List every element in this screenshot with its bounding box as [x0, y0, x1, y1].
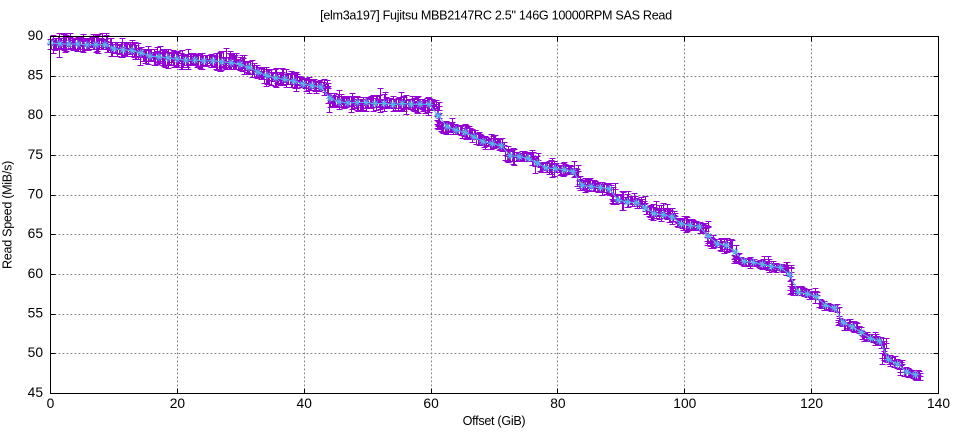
svg-text:60: 60	[423, 396, 439, 411]
svg-text:120: 120	[800, 396, 823, 411]
svg-text:0: 0	[47, 396, 55, 411]
svg-text:140: 140	[927, 396, 950, 411]
svg-text:80: 80	[28, 107, 44, 122]
svg-text:[elm3a197] Fujitsu MBB2147RC 2: [elm3a197] Fujitsu MBB2147RC 2.5" 146G 1…	[320, 9, 672, 23]
svg-text:60: 60	[28, 266, 44, 281]
svg-text:55: 55	[28, 306, 44, 321]
svg-text:65: 65	[28, 226, 44, 241]
svg-text:100: 100	[673, 396, 696, 411]
svg-text:45: 45	[28, 385, 44, 400]
svg-text:70: 70	[28, 187, 44, 202]
svg-text:Offset (GiB): Offset (GiB)	[463, 414, 526, 428]
svg-text:85: 85	[28, 68, 44, 83]
svg-text:90: 90	[28, 28, 44, 43]
svg-text:20: 20	[170, 396, 186, 411]
svg-text:Read Speed (MiB/s): Read Speed (MiB/s)	[1, 161, 15, 269]
svg-text:80: 80	[550, 396, 566, 411]
svg-text:40: 40	[297, 396, 313, 411]
svg-text:50: 50	[28, 345, 44, 360]
svg-text:75: 75	[28, 147, 44, 162]
